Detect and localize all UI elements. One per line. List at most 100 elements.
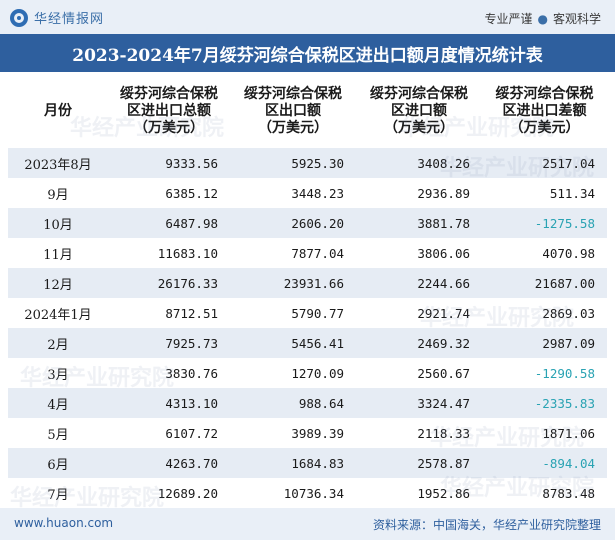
- cell-export: 7877.04: [291, 245, 344, 261]
- slogan: 专业严谨 ● 客观科学: [484, 10, 601, 27]
- cell-month: 9月: [47, 187, 69, 203]
- cell-balance: -1275.58: [534, 215, 595, 231]
- column-header: 绥芬河综合保税 区进口额 （万美元）: [356, 74, 482, 148]
- column-header-line: 区进出口总额: [127, 102, 211, 119]
- cell-balance: 2987.09: [542, 335, 595, 351]
- table-row: 9月 6385.12 3448.23 2936.89 511.34: [8, 178, 607, 208]
- cell-import: 3881.78: [417, 215, 470, 231]
- column-header: 绥芬河综合保税 区进出口差额 （万美元）: [482, 74, 607, 148]
- slogan-left: 专业严谨: [484, 12, 533, 26]
- cell-export: 5925.30: [291, 155, 344, 171]
- column-header-line: 区进口额: [391, 102, 447, 119]
- column-header-line: 月份: [44, 102, 72, 119]
- cell-export: 2606.20: [291, 215, 344, 231]
- brand[interactable]: 华经情报网: [10, 8, 104, 27]
- cell-balance: -2335.83: [534, 395, 595, 411]
- column-header: 绥芬河综合保税 区出口额 （万美元）: [230, 74, 356, 148]
- cell-import: 2560.67: [417, 365, 470, 381]
- cell-total: 6385.12: [165, 185, 218, 201]
- column-header-line: （万美元）: [509, 119, 580, 136]
- cell-month: 6月: [47, 457, 69, 473]
- cell-total: 26176.33: [157, 275, 218, 291]
- cell-balance: 1871.06: [542, 425, 595, 441]
- cell-total: 11683.10: [157, 245, 218, 261]
- cell-balance: -894.04: [542, 455, 595, 471]
- cell-export: 10736.34: [283, 485, 344, 501]
- table-row: 10月 6487.98 2606.20 3881.78 -1275.58: [8, 208, 607, 238]
- cell-month: 5月: [47, 427, 69, 443]
- footer-site-link[interactable]: www.huaon.com: [14, 516, 114, 530]
- cell-balance: 4070.98: [542, 245, 595, 261]
- table-row: 4月 4313.10 988.64 3324.47 -2335.83: [8, 388, 607, 418]
- cell-month: 4月: [47, 397, 69, 413]
- cell-month: 12月: [43, 277, 73, 293]
- cell-month: 11月: [43, 247, 73, 263]
- column-header-line: 绥芬河综合保税: [495, 85, 594, 102]
- table-row: 2024年1月 8712.51 5790.77 2921.74 2869.03: [8, 298, 607, 328]
- cell-month: 7月: [47, 487, 69, 503]
- cell-export: 1684.83: [291, 455, 344, 471]
- cell-import: 2921.74: [417, 305, 470, 321]
- column-header: 绥芬河综合保税 区进出口总额 （万美元）: [108, 74, 230, 148]
- table-row: 2月 7925.73 5456.41 2469.32 2987.09: [8, 328, 607, 358]
- cell-month: 10月: [43, 217, 73, 233]
- cell-export: 1270.09: [291, 365, 344, 381]
- cell-export: 5456.41: [291, 335, 344, 351]
- table-row: 7月 12689.20 10736.34 1952.86 8783.48: [8, 478, 607, 508]
- top-banner: 华经情报网 专业严谨 ● 客观科学: [0, 0, 615, 34]
- cell-import: 3408.26: [417, 155, 470, 171]
- footer: www.huaon.com 资料来源：中国海关，华经产业研究院整理: [0, 508, 615, 540]
- cell-export: 5790.77: [291, 305, 344, 321]
- cell-export: 3989.39: [291, 425, 344, 441]
- column-header-line: 区进出口差额: [502, 102, 587, 119]
- cell-balance: 2869.03: [542, 305, 595, 321]
- cell-export: 3448.23: [291, 185, 344, 201]
- title-bar: 2023-2024年7月绥芬河综合保税区进出口额月度情况统计表: [0, 34, 615, 72]
- cell-total: 4263.70: [165, 455, 218, 471]
- cell-total: 3830.76: [165, 365, 218, 381]
- cell-import: 3324.47: [417, 395, 470, 411]
- cell-import: 2578.87: [417, 455, 470, 471]
- cell-total: 8712.51: [165, 305, 218, 321]
- column-header: 月份: [8, 74, 108, 148]
- slogan-separator-dot: ●: [537, 12, 548, 26]
- brand-name: 华经情报网: [34, 12, 105, 27]
- table-body: 2023年8月 9333.56 5925.30 3408.26 2517.04 9月 638…: [8, 148, 607, 508]
- cell-total: 9333.56: [165, 155, 218, 171]
- cell-import: 2469.32: [417, 335, 470, 351]
- cell-total: 4313.10: [165, 395, 218, 411]
- cell-balance: 2517.04: [542, 155, 595, 171]
- table-row: 6月 4263.70 1684.83 2578.87 -894.04: [8, 448, 607, 478]
- table-row: 11月 11683.10 7877.04 3806.06 4070.98: [8, 238, 607, 268]
- column-header-line: （万美元）: [384, 119, 454, 136]
- column-header-line: （万美元）: [134, 119, 204, 136]
- cell-balance: 511.34: [549, 185, 595, 201]
- table-row: 3月 3830.76 1270.09 2560.67 -1290.58: [8, 358, 607, 388]
- cell-import: 2936.89: [417, 185, 470, 201]
- table-title: 2023-2024年7月绥芬河综合保税区进出口额月度情况统计表: [72, 45, 543, 66]
- column-header-line: 绥芬河综合保税: [120, 85, 218, 102]
- cell-import: 1952.86: [417, 485, 470, 501]
- table-header: 月份 绥芬河综合保税 区进出口总额 （万美元） 绥芬河综合保税 区出口额 （万美元） 绥芬河综…: [8, 74, 607, 148]
- cell-export: 988.64: [298, 395, 344, 411]
- table-row: 12月 26176.33 23931.66 2244.66 21687.00: [8, 268, 607, 298]
- slogan-right: 客观科学: [552, 12, 601, 26]
- table-row: 2023年8月 9333.56 5925.30 3408.26 2517.04: [8, 148, 607, 178]
- footer-source: 资料来源：中国海关，华经产业研究院整理: [372, 518, 601, 532]
- cell-import: 2118.33: [417, 425, 470, 441]
- cell-import: 2244.66: [417, 275, 470, 291]
- data-table: 月份 绥芬河综合保税 区进出口总额 （万美元） 绥芬河综合保税 区出口额 （万美元） 绥芬河综…: [8, 74, 607, 508]
- cell-month: 3月: [47, 367, 69, 383]
- cell-total: 12689.20: [157, 485, 218, 501]
- cell-total: 6107.72: [165, 425, 218, 441]
- cell-balance: -1290.58: [534, 365, 595, 381]
- table-row: 5月 6107.72 3989.39 2118.33 1871.06: [8, 418, 607, 448]
- cell-total: 7925.73: [165, 335, 218, 351]
- cell-balance: 8783.48: [542, 485, 595, 501]
- cell-balance: 21687.00: [534, 275, 595, 291]
- cell-export: 23931.66: [283, 275, 344, 291]
- column-header-line: （万美元）: [258, 119, 328, 136]
- column-header-line: 绥芬河综合保税: [370, 85, 468, 102]
- cell-month: 2024年1月: [24, 307, 92, 323]
- cell-import: 3806.06: [417, 245, 470, 261]
